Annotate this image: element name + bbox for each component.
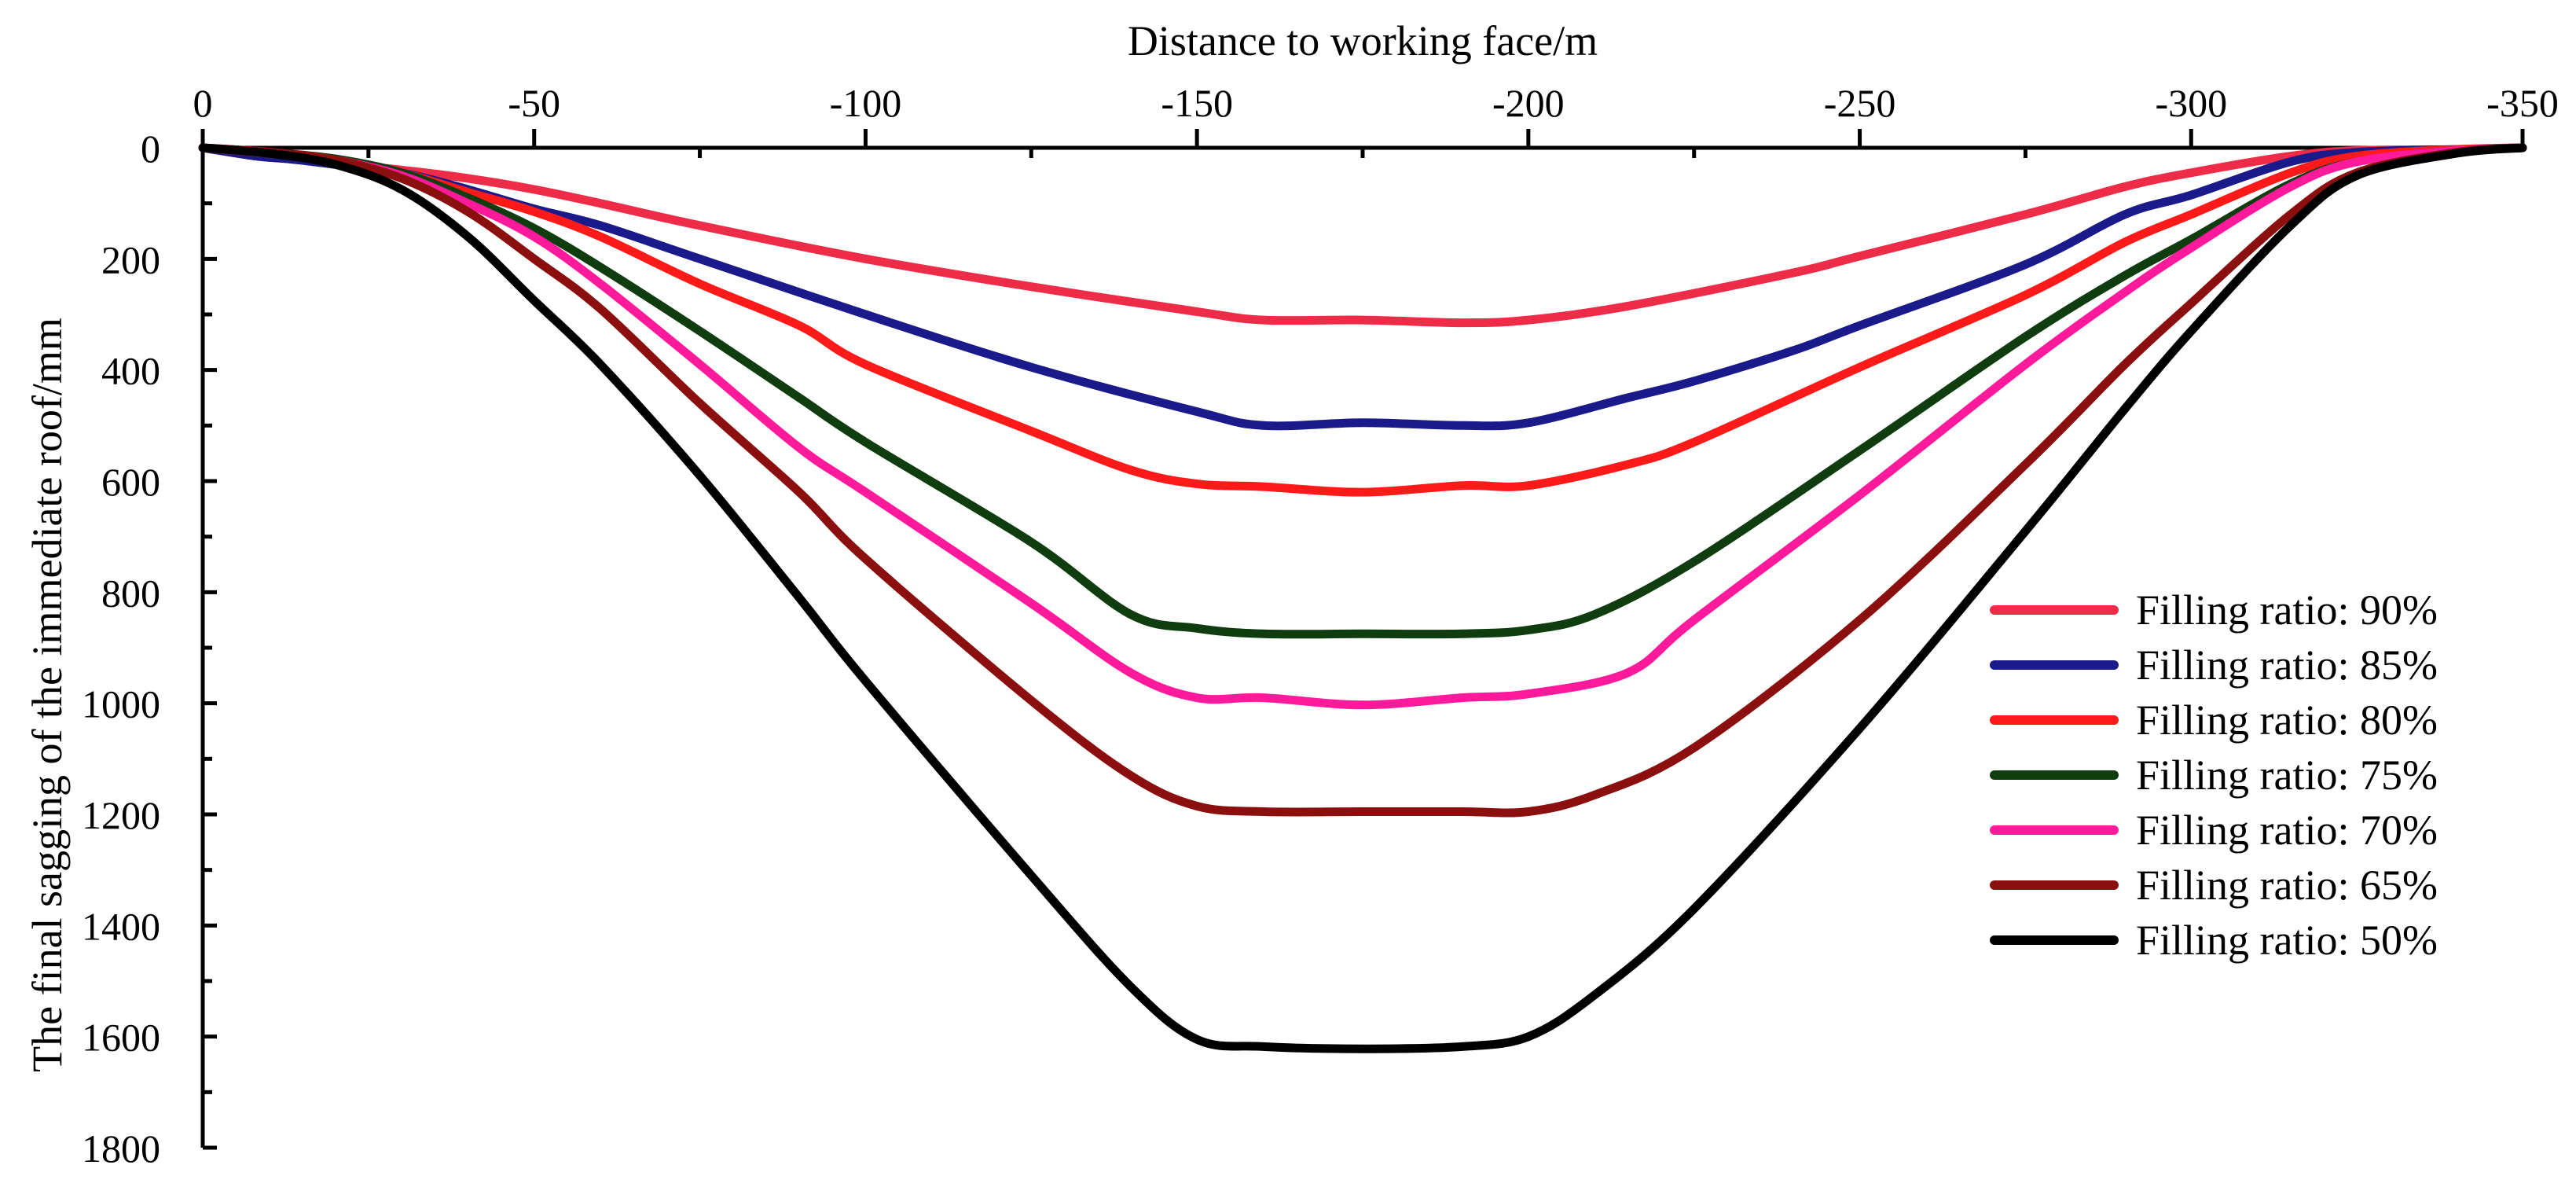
legend-label-4: Filling ratio: 75% bbox=[2136, 752, 2438, 799]
series-line-3 bbox=[198, 143, 2527, 497]
x-tick-label: -350 bbox=[2486, 81, 2559, 125]
series-line-6 bbox=[198, 143, 2527, 818]
legend-label-1: Filling ratio: 90% bbox=[2136, 586, 2438, 634]
y-tick-label: 200 bbox=[101, 237, 160, 281]
y-tick-label: 1200 bbox=[82, 793, 160, 837]
x-tick-label: -300 bbox=[2155, 81, 2227, 125]
legend-label-7: Filling ratio: 50% bbox=[2136, 917, 2438, 964]
x-tick-label: -250 bbox=[1824, 81, 1896, 125]
x-tick-label: -200 bbox=[1492, 81, 1565, 125]
x-tick-label: -50 bbox=[508, 81, 560, 125]
series-lines bbox=[198, 143, 2527, 1053]
y-tick-label: 400 bbox=[101, 349, 160, 393]
series-line-5 bbox=[198, 143, 2527, 710]
y-tick-label: 1400 bbox=[82, 904, 160, 948]
legend-label-6: Filling ratio: 65% bbox=[2136, 862, 2438, 909]
axes: 0 -50 -100 -150 -200 -250 -300 -350 0 200 400 600 80… bbox=[82, 81, 2559, 1170]
y-tick-label: 0 bbox=[141, 127, 160, 171]
legend-label-3: Filling ratio: 80% bbox=[2136, 696, 2438, 744]
y-axis-title: The final sagging of the immediate roof/… bbox=[24, 318, 71, 1072]
x-axis-title: Distance to working face/m bbox=[1128, 17, 1598, 64]
x-tick-label: -100 bbox=[830, 81, 902, 125]
legend-label-2: Filling ratio: 85% bbox=[2136, 641, 2438, 689]
x-tick-label: -150 bbox=[1161, 81, 1233, 125]
y-tick-label: 600 bbox=[101, 460, 160, 504]
series-line-4 bbox=[198, 143, 2527, 639]
legend-label-5: Filling ratio: 70% bbox=[2136, 807, 2438, 854]
y-tick-label: 1000 bbox=[82, 682, 160, 726]
y-tick-label: 1800 bbox=[82, 1126, 160, 1170]
y-tick-label: 800 bbox=[101, 571, 160, 615]
y-tick-label: 1600 bbox=[82, 1016, 160, 1060]
x-tick-label: 0 bbox=[193, 81, 213, 125]
legend: Filling ratio: 90% Filling ratio: 85% Fill… bbox=[1990, 586, 2438, 964]
series-line-1 bbox=[198, 143, 2527, 328]
series-line-7 bbox=[198, 143, 2527, 1053]
